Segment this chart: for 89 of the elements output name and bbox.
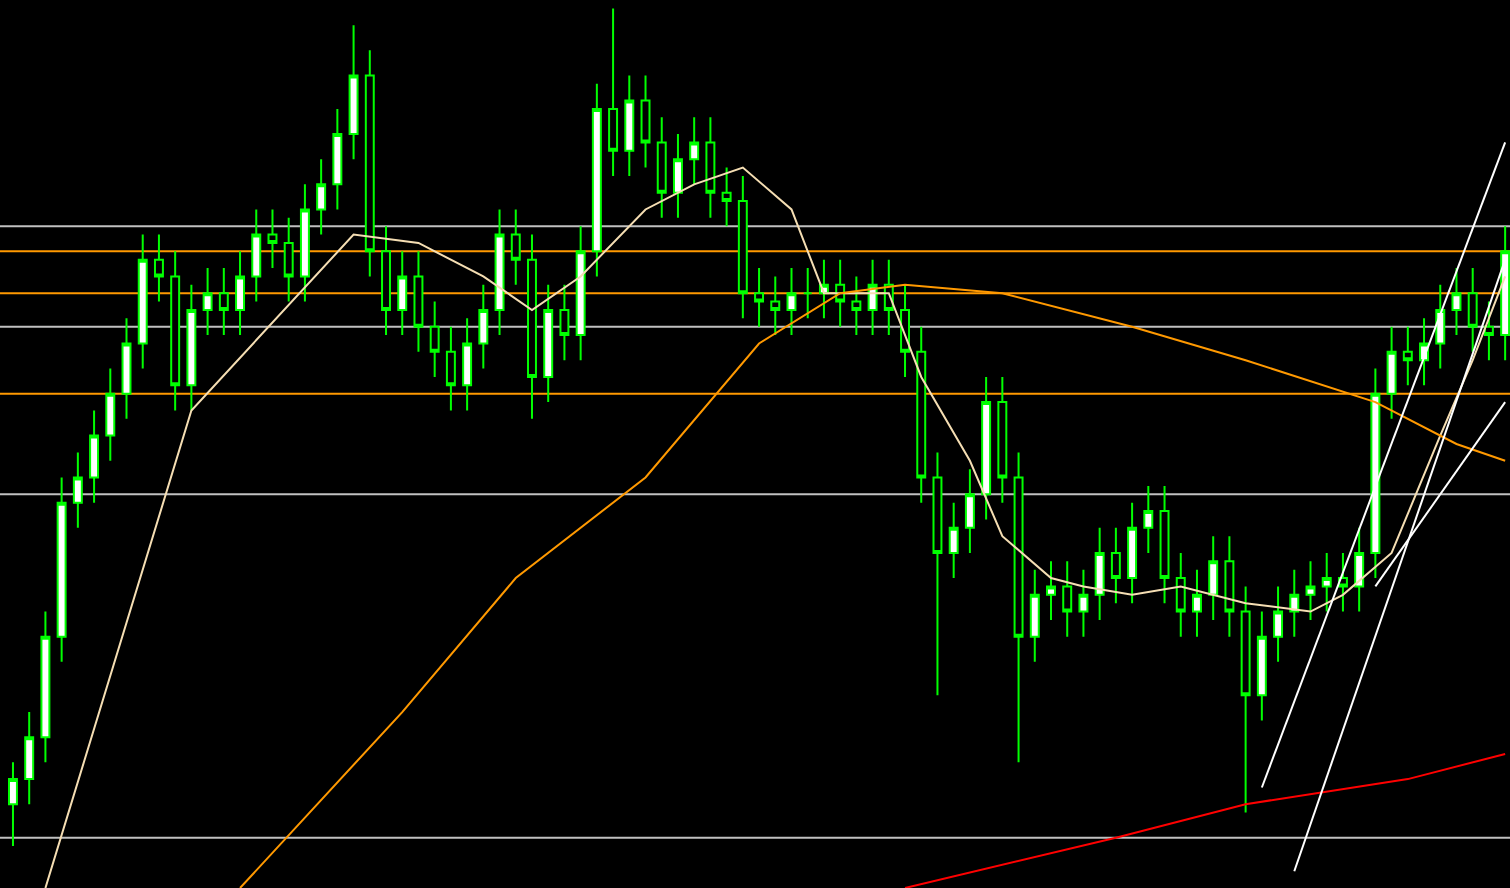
candlestick — [835, 258, 846, 328]
candlestick — [1435, 283, 1446, 370]
candlestick — [1078, 568, 1089, 638]
candlestick — [1240, 585, 1251, 814]
candlestick — [72, 451, 83, 529]
candlestick — [1354, 526, 1365, 613]
candlestick — [40, 610, 51, 764]
candlestick — [1321, 551, 1332, 613]
candlestick — [1159, 484, 1170, 605]
candlestick — [1256, 610, 1267, 722]
candlestick — [851, 275, 862, 337]
candlestick — [332, 107, 343, 211]
candlestick — [656, 116, 667, 219]
candlestick — [1370, 367, 1381, 580]
candlestick — [283, 216, 294, 303]
candlestick — [1289, 568, 1300, 638]
candlestick — [381, 225, 391, 337]
candlestick — [964, 468, 975, 554]
candlestick — [640, 74, 651, 169]
candlestick — [705, 116, 716, 219]
candlestick — [591, 82, 602, 278]
candlestick — [786, 267, 797, 337]
candlestick — [1305, 560, 1316, 621]
candlestick — [348, 24, 359, 161]
candlestick — [1273, 585, 1284, 663]
candlestick — [1467, 267, 1478, 353]
candlestick — [235, 250, 246, 337]
candlestick — [1451, 267, 1462, 337]
candlestick — [754, 267, 765, 328]
candlestick — [299, 183, 310, 303]
candlestick — [510, 208, 521, 286]
candlestick — [121, 317, 132, 420]
candlestick — [251, 208, 262, 303]
candlestick — [316, 158, 327, 236]
candlestick — [413, 250, 424, 353]
candlestick — [1127, 501, 1138, 605]
candlestick — [608, 7, 619, 177]
candlestick — [8, 761, 18, 848]
candlestick — [1337, 551, 1348, 613]
candlestick — [1110, 526, 1121, 605]
candlestick — [1029, 568, 1040, 663]
candlestick — [624, 74, 635, 177]
candlestick — [721, 166, 732, 228]
candlestick — [137, 233, 148, 370]
candlestick — [1483, 300, 1494, 362]
candlestick — [737, 174, 748, 320]
candlestick — [575, 225, 586, 362]
candlestick — [932, 451, 943, 697]
candlestick — [948, 501, 959, 580]
candlestick — [364, 49, 375, 278]
candlestick — [478, 283, 489, 370]
candlestick — [1419, 317, 1430, 387]
candlestick — [1402, 325, 1413, 387]
candlestick — [689, 116, 700, 186]
candlestick — [1192, 568, 1202, 638]
candlestick — [997, 375, 1008, 504]
candlestick — [1062, 560, 1073, 638]
candlestick — [981, 375, 992, 521]
candlestick — [802, 267, 813, 320]
candlestick — [1208, 535, 1219, 621]
candlestick — [867, 258, 878, 337]
candlestick — [89, 409, 100, 504]
candlestick — [1386, 325, 1397, 420]
candlestick — [1224, 535, 1235, 638]
candlestick — [105, 367, 116, 462]
candlestick — [672, 133, 683, 219]
candlestick — [397, 250, 408, 337]
candlestick — [543, 283, 554, 404]
candlestick — [56, 476, 67, 663]
candlestick — [24, 711, 35, 806]
candlestick — [170, 250, 181, 412]
candlestick — [1013, 451, 1024, 764]
candlestick — [770, 275, 781, 337]
candlestick — [527, 233, 537, 420]
candlestick — [1094, 526, 1105, 621]
candlestick — [218, 267, 229, 337]
candlestick — [1143, 484, 1154, 554]
candlestick — [1046, 560, 1056, 621]
candlestick — [559, 283, 570, 362]
candlestick — [916, 325, 927, 504]
candlestick — [202, 267, 213, 337]
candlestick — [267, 208, 278, 270]
candlestick — [462, 317, 473, 412]
candlestick — [1175, 551, 1186, 638]
candlestick — [445, 325, 456, 412]
candlestick — [494, 208, 505, 337]
candlestick — [186, 283, 197, 412]
candlestick — [153, 233, 164, 303]
candlestick — [429, 300, 440, 378]
